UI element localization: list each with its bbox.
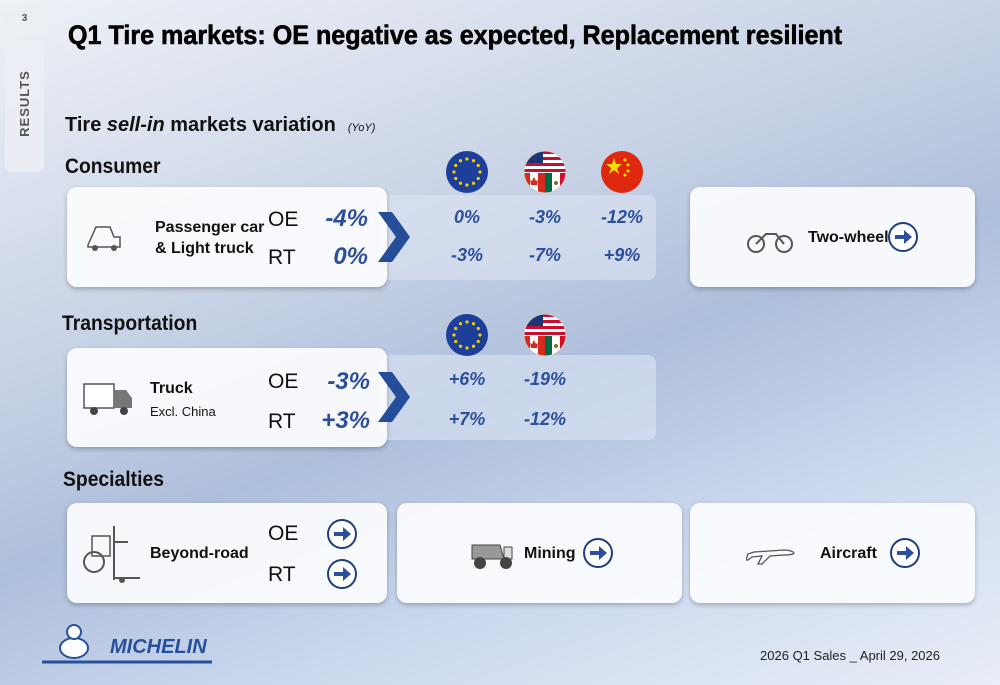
total-value: -4% (325, 205, 368, 232)
consumer-region-panel (380, 195, 656, 280)
subtitle-end: markets variation (164, 114, 336, 136)
arrow-button[interactable] (327, 559, 357, 589)
segment-name: Mining (524, 545, 576, 562)
region-value: +9% (603, 245, 641, 265)
consumer-heading: Consumer (65, 155, 161, 178)
total-value: +3% (321, 407, 370, 434)
aircraft-panel (690, 503, 975, 603)
subtitle: Tire sell-in markets variation (YoY) (65, 114, 375, 137)
section-tab-label: RESULTS (17, 70, 32, 137)
subtitle-note: (YoY) (347, 122, 376, 134)
aircraft-icon (746, 549, 795, 565)
row-label: RT (268, 246, 296, 269)
logo (42, 624, 212, 664)
segment-name: & Light truck (155, 240, 254, 257)
two-wheel-panel (690, 187, 975, 287)
region-value: +6% (448, 369, 486, 389)
flag-north-america (523, 150, 567, 194)
transportation-heading: Transportation (62, 312, 198, 335)
region-value: -12% (600, 207, 644, 227)
mining-panel (397, 503, 682, 603)
row-label: RT (268, 563, 296, 586)
footer-event: 2026 Q1 Sales _ April 29, 2026 (760, 648, 940, 663)
region-value: -19% (523, 369, 567, 389)
section-tab: RESULTS (5, 40, 44, 172)
tractor-icon (83, 526, 140, 583)
region-value: -7% (528, 245, 561, 265)
row-label: OE (268, 522, 299, 545)
segment-name: Aircraft (820, 545, 877, 562)
segment-name: Beyond-road (150, 545, 249, 562)
arrow-button[interactable] (327, 519, 357, 549)
title: Q1 Tire markets: OE negative as expected… (68, 20, 843, 51)
region-value: 0% (453, 207, 480, 227)
region-value: -12% (523, 409, 567, 429)
chevron (378, 372, 410, 422)
mining-truck-icon (471, 544, 513, 569)
car-icon (87, 226, 121, 251)
arrow-button[interactable] (888, 222, 918, 252)
segment-note: Excl. China (150, 404, 216, 419)
row-label: RT (268, 410, 296, 433)
region-value: -3% (528, 207, 561, 227)
transport-region-panel (380, 355, 656, 440)
arrow-button[interactable] (583, 538, 613, 568)
subtitle-start: Tire (65, 114, 107, 136)
total-value: -3% (327, 368, 370, 395)
segment-name: Passenger car (155, 219, 265, 236)
truck-icon (83, 383, 132, 415)
chevron (378, 212, 410, 262)
specialties-heading: Specialties (63, 468, 164, 491)
flag-eu (445, 313, 489, 357)
region-value: -3% (450, 245, 483, 265)
segment-name: Two-wheel (808, 229, 889, 246)
flag-north-america (523, 313, 567, 357)
subtitle-italic: sell-in (106, 114, 165, 136)
motorbike-icon (747, 233, 793, 253)
row-label: OE (268, 208, 299, 231)
brand: MICHELIN (110, 636, 207, 658)
flag-china (600, 150, 644, 194)
arrow-button[interactable] (890, 538, 920, 568)
region-value: +7% (448, 409, 486, 429)
segment-name: Truck (150, 380, 193, 397)
page-number: 3 (5, 5, 44, 35)
row-label: OE (268, 370, 299, 393)
total-value: 0% (333, 243, 368, 270)
flag-eu (445, 150, 489, 194)
